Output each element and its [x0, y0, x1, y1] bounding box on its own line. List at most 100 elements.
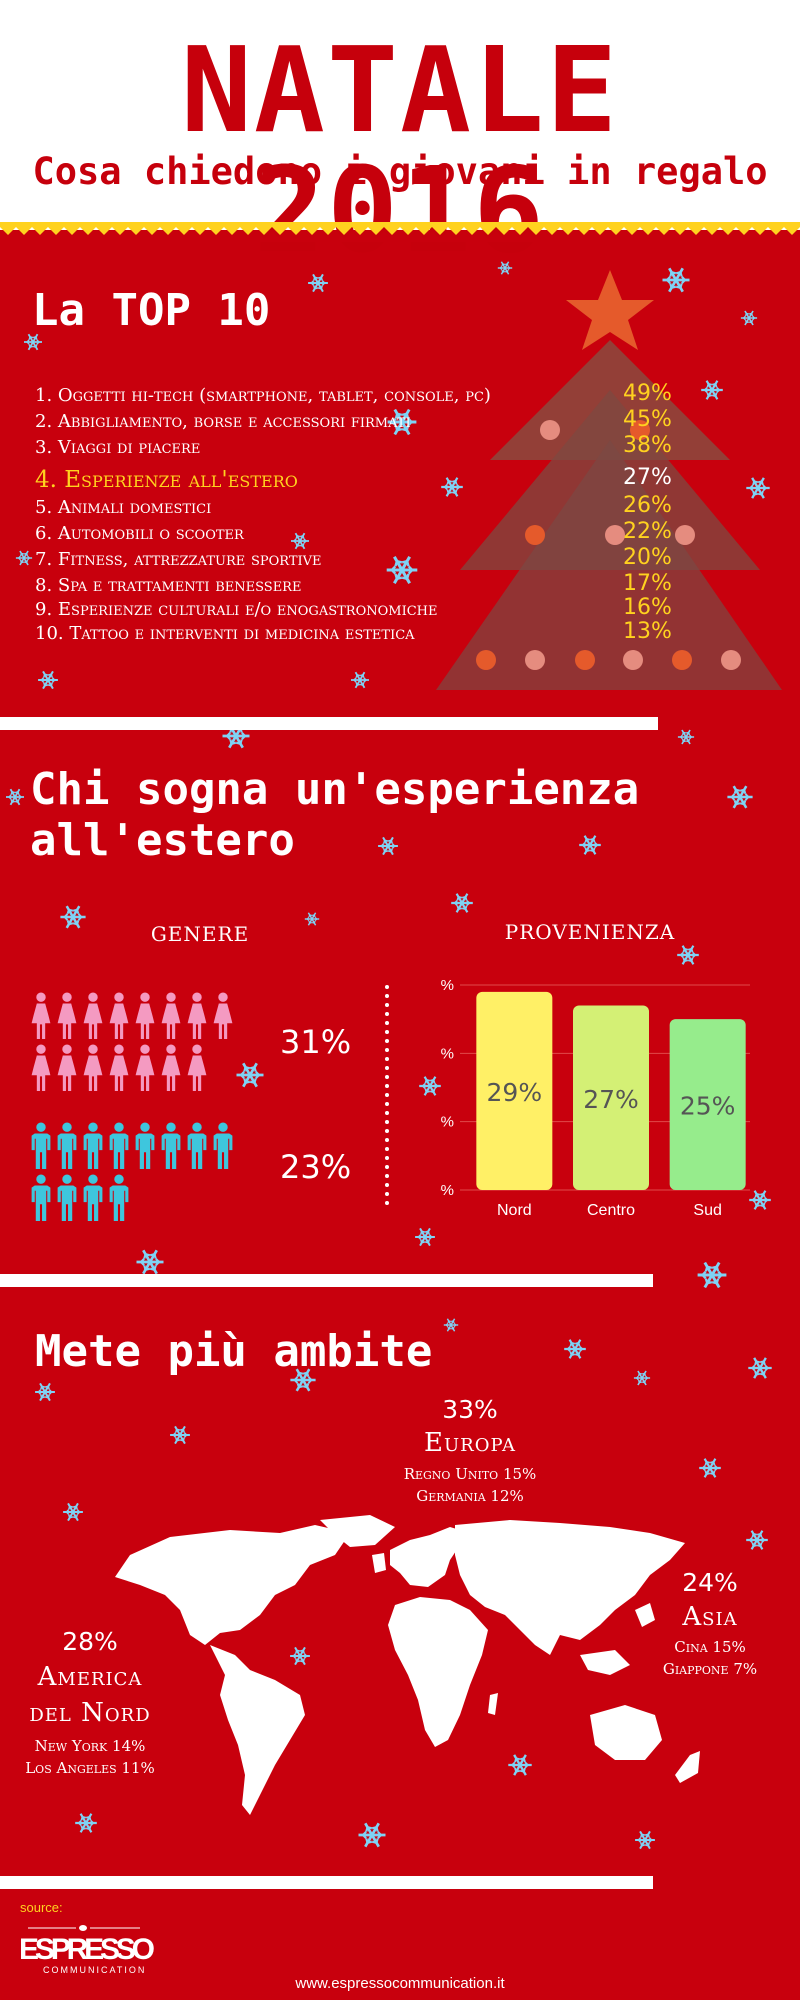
snowflake-icon — [236, 1062, 264, 1088]
snowflake-icon — [746, 477, 770, 499]
snowflake-icon — [291, 532, 309, 550]
america-detail-2: Los Angeles 11% — [25, 1759, 155, 1777]
snowflake-icon — [701, 380, 723, 400]
list-item: 1. Oggetti hi-tech (smartphone, tablet, … — [35, 385, 491, 406]
snowflake-icon — [662, 267, 690, 293]
male-pictogram-group — [30, 1122, 260, 1222]
source-label: source: — [20, 1900, 63, 1915]
list-item-percent: 49% — [623, 381, 672, 406]
snowflake-icon — [699, 1458, 721, 1478]
male-person-icon — [109, 1122, 129, 1169]
male-person-icon — [213, 1122, 233, 1169]
list-item-percent: 38% — [623, 433, 672, 458]
list-item: 3. Viaggi di piacere — [35, 437, 201, 458]
christmas-tree-icon — [436, 270, 782, 690]
x-tick-label: Centro — [587, 1202, 635, 1219]
europe-name: Europa — [424, 1428, 516, 1458]
female-person-icon — [31, 992, 51, 1039]
snowflake-icon — [564, 1339, 586, 1359]
list-item: 5. Animali domestici — [35, 497, 212, 518]
list-item: 10. Tattoo e interventi di medicina este… — [35, 623, 415, 644]
svg-text:COMMUNICATION: COMMUNICATION — [43, 1965, 146, 1975]
top10-heading: La TOP 10 — [32, 285, 271, 336]
america-percent: 28% — [62, 1627, 118, 1656]
male-person-icon — [31, 1122, 51, 1169]
female-person-icon — [83, 992, 103, 1039]
experience-heading-line2: all'estero — [30, 815, 295, 866]
snowflake-icon — [351, 671, 369, 689]
snowflake-icon — [358, 1822, 386, 1848]
female-person-icon — [109, 992, 129, 1039]
male-person-icon — [83, 1174, 103, 1221]
male-person-icon — [187, 1122, 207, 1169]
snowflake-icon — [136, 1249, 164, 1275]
y-tick-label: 10% — [440, 1114, 454, 1131]
snowflake-icon — [304, 912, 320, 926]
snowflake-icon — [497, 261, 513, 275]
snowflake-icon — [633, 1370, 651, 1386]
page-subtitle: Cosa chiedono i giovani in regalo — [32, 150, 768, 193]
list-item-percent: 13% — [623, 619, 672, 644]
asia-detail-1: Cina 15% — [674, 1638, 746, 1656]
america-name-line2: del Nord — [29, 1698, 151, 1728]
snowflake-icon — [63, 1502, 83, 1522]
male-person-icon — [31, 1174, 51, 1221]
snowflake-icon — [749, 1190, 771, 1210]
snowflake-icon — [677, 945, 699, 965]
female-person-icon — [83, 1044, 103, 1091]
snowflake-icon — [579, 835, 601, 855]
list-item: 8. Spa e trattamenti benessere — [35, 575, 302, 596]
gender-title: GENERE — [150, 922, 250, 946]
snowflake-icon — [6, 788, 24, 806]
footer-url[interactable]: www.espressocommunication.it — [295, 1975, 505, 1992]
female-person-icon — [31, 1044, 51, 1091]
list-item-percent: 17% — [623, 571, 672, 596]
snowflake-icon — [443, 1318, 459, 1332]
female-person-icon — [161, 992, 181, 1039]
snowflake-icon — [419, 1076, 441, 1096]
page-title: NATALE 2016 — [180, 21, 620, 279]
male-person-icon — [135, 1122, 155, 1169]
snowflake-icon — [451, 893, 473, 913]
list-item-percent: 45% — [623, 407, 672, 432]
snowflake-icon — [290, 1646, 310, 1666]
female-person-icon — [161, 1044, 181, 1091]
male-percent: 23% — [280, 1148, 352, 1186]
europe-percent: 33% — [442, 1395, 498, 1424]
list-item-percent: 22% — [623, 519, 672, 544]
snowflake-icon — [38, 670, 58, 690]
snowflake-icon — [677, 729, 695, 745]
female-person-icon — [187, 992, 207, 1039]
header: NATALE 2016 Cosa chiedono i giovani in r… — [0, 0, 800, 270]
bar-value-label: 27% — [583, 1085, 639, 1114]
snowflake-icon — [60, 905, 86, 929]
snowflake-icon — [387, 408, 417, 436]
male-person-icon — [57, 1122, 77, 1169]
section-divider — [0, 1876, 653, 1889]
snowflake-icon — [508, 1754, 532, 1776]
snowflake-icon — [24, 333, 42, 351]
snowflake-icon — [635, 1830, 655, 1850]
female-person-icon — [57, 1044, 77, 1091]
america-name-line1: America — [37, 1662, 143, 1692]
europe-detail-1: Regno Unito 15% — [403, 1465, 537, 1483]
female-person-icon — [57, 992, 77, 1039]
female-person-icon — [187, 1044, 207, 1091]
y-tick-label: 20% — [440, 1045, 454, 1062]
asia-percent: 24% — [682, 1568, 738, 1597]
list-item: 7. Fitness, attrezzature sportive — [35, 549, 322, 570]
female-person-icon — [109, 1044, 129, 1091]
bar-sud — [669, 1019, 746, 1190]
x-tick-label: Sud — [693, 1202, 721, 1219]
provenienza-title: PROVENIENZA — [504, 920, 676, 944]
snowflake-icon — [35, 1382, 55, 1402]
provenienza-bar-chart: 0% 10% 20% 30% 29% Nord 27% Centro 25% Sud — [440, 977, 750, 1219]
asia-name: Asia — [682, 1602, 738, 1632]
snowflake-icon — [697, 1261, 727, 1289]
bar-value-label: 29% — [487, 1078, 543, 1107]
snowflake-icon — [441, 477, 463, 497]
snowflake-icon — [15, 550, 33, 566]
snowflake-icon — [290, 1368, 316, 1392]
europe-detail-2: Germania 12% — [416, 1487, 524, 1505]
